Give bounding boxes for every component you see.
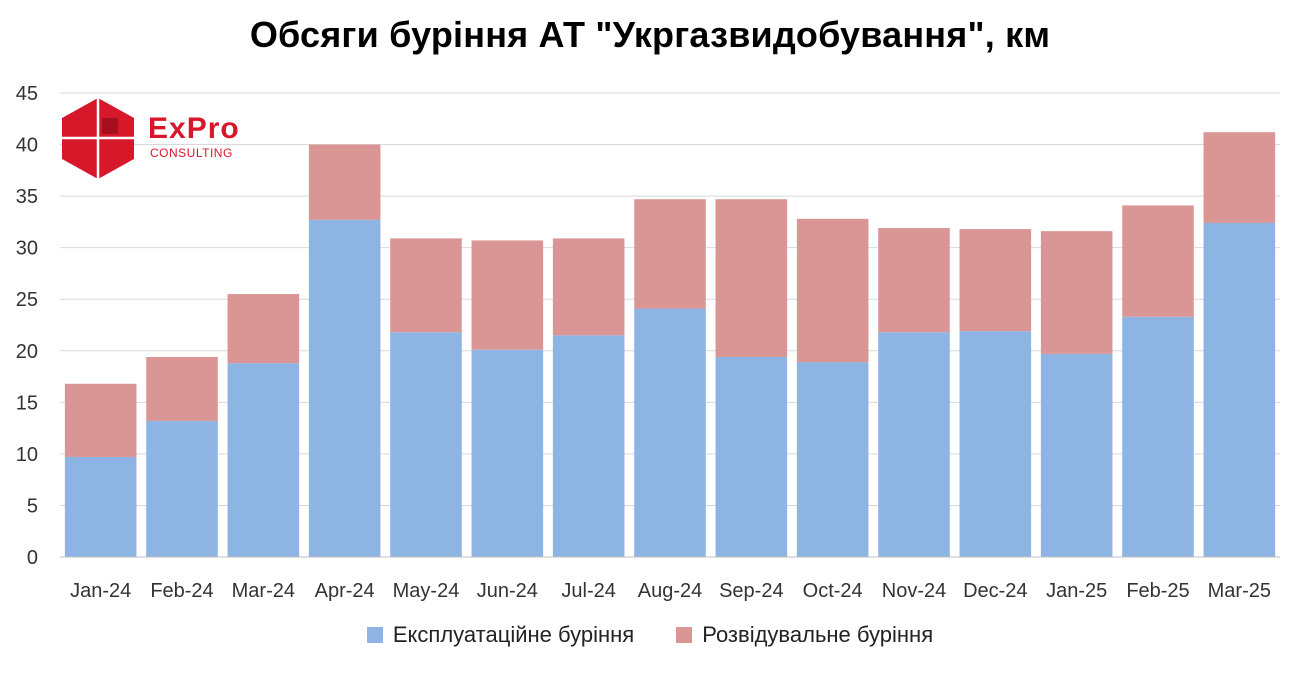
bar-exploration bbox=[634, 199, 706, 309]
bar-exploitation bbox=[390, 332, 462, 557]
logo-text: ExPro bbox=[148, 112, 240, 145]
x-tick-label: Feb-25 bbox=[1126, 580, 1189, 602]
bar-exploration bbox=[390, 238, 462, 333]
y-tick-label: 40 bbox=[16, 135, 38, 157]
bar-exploitation bbox=[1203, 222, 1276, 558]
legend-label: Розвідувальне буріння bbox=[702, 622, 934, 647]
x-tick-label: Jan-25 bbox=[1046, 580, 1107, 602]
bar-exploration bbox=[1203, 132, 1276, 223]
y-tick-label: 30 bbox=[16, 238, 38, 260]
bar-exploitation bbox=[308, 219, 381, 557]
x-tick-label: Oct-24 bbox=[803, 580, 863, 602]
x-tick-label: Sep-24 bbox=[719, 580, 784, 602]
x-tick-label: Aug-24 bbox=[638, 580, 703, 602]
legend-swatch bbox=[676, 627, 693, 643]
bar-exploration bbox=[308, 144, 381, 220]
x-axis-ticks: Jan-24 Feb-24 Mar-24 Apr-24 May-24 Jun-24 Jul-… bbox=[70, 580, 1271, 602]
bar-exploration bbox=[878, 228, 950, 333]
bar-exploitation bbox=[959, 331, 1032, 557]
logo-subtext: CONSULTING bbox=[150, 146, 233, 160]
bar-exploration bbox=[471, 240, 544, 350]
x-tick-label: Jan-24 bbox=[70, 580, 131, 602]
bar-exploration bbox=[715, 199, 788, 357]
x-tick-label: Jun-24 bbox=[477, 580, 538, 602]
bar-exploitation bbox=[634, 308, 706, 557]
bar-exploration bbox=[959, 229, 1032, 332]
y-tick-label: 45 bbox=[16, 83, 38, 105]
x-tick-label: May-24 bbox=[393, 580, 460, 602]
bar-exploitation bbox=[878, 332, 950, 557]
x-tick-label: Apr-24 bbox=[315, 580, 375, 602]
y-tick-label: 35 bbox=[16, 186, 38, 208]
bar-exploration bbox=[64, 383, 137, 457]
x-tick-label: Jul-24 bbox=[561, 580, 615, 602]
bar-exploitation bbox=[471, 349, 544, 557]
y-tick-label: 10 bbox=[16, 444, 38, 466]
legend-item-exploitation[interactable]: Експлуатаційне буріння bbox=[366, 622, 635, 648]
x-tick-label: Mar-25 bbox=[1208, 580, 1271, 602]
bar-exploitation bbox=[552, 335, 625, 557]
legend-swatch bbox=[366, 627, 383, 643]
y-tick-label: 25 bbox=[16, 289, 38, 311]
bars bbox=[64, 132, 1276, 558]
bar-exploration bbox=[146, 356, 218, 421]
bar-exploitation bbox=[227, 363, 300, 557]
expro-logo: ExPro CONSULTING bbox=[62, 98, 292, 180]
bar-exploitation bbox=[1040, 353, 1113, 557]
y-tick-label: 15 bbox=[16, 392, 38, 414]
x-tick-label: Dec-24 bbox=[963, 580, 1027, 602]
bar-exploration bbox=[227, 294, 300, 364]
legend-item-exploration[interactable]: Розвідувальне буріння bbox=[676, 622, 933, 648]
y-axis-ticks: 0 5 10 15 20 25 30 35 40 45 bbox=[16, 83, 38, 569]
bar-exploration bbox=[1122, 205, 1194, 317]
bar-exploration bbox=[552, 238, 625, 336]
bar-exploitation bbox=[1122, 316, 1194, 557]
y-tick-label: 20 bbox=[16, 341, 38, 363]
x-tick-label: Nov-24 bbox=[882, 580, 946, 602]
chart-title: Обсяги буріння АТ "Укргазвидобування", к… bbox=[249, 14, 1051, 55]
bar-exploration bbox=[1040, 231, 1113, 354]
x-tick-label: Mar-24 bbox=[232, 580, 295, 602]
bar-exploitation bbox=[796, 362, 869, 557]
x-tick-label: Feb-24 bbox=[150, 580, 213, 602]
legend: Експлуатаційне буріння Розвідувальне бур… bbox=[0, 622, 1300, 648]
bar-exploitation bbox=[715, 356, 788, 557]
bar-exploration bbox=[796, 218, 869, 363]
bar-exploitation bbox=[146, 420, 218, 557]
y-tick-label: 5 bbox=[27, 495, 38, 517]
bar-exploitation bbox=[64, 456, 137, 557]
legend-label: Експлуатаційне буріння bbox=[392, 622, 635, 647]
y-tick-label: 0 bbox=[27, 547, 38, 569]
